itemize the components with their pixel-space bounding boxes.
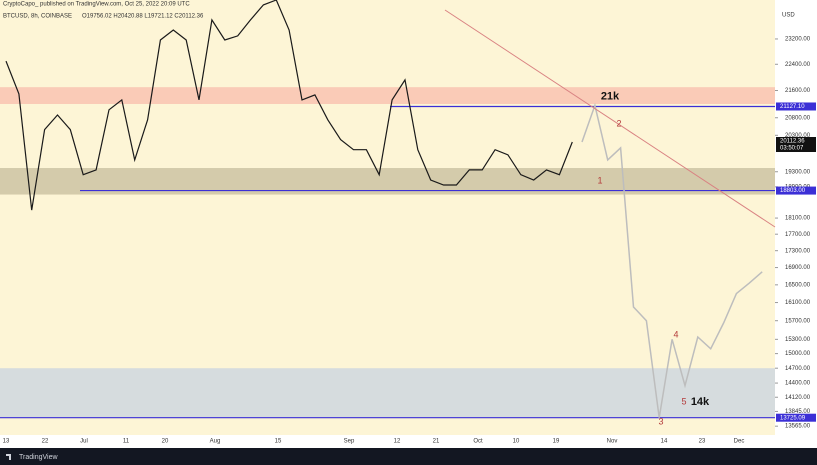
y-tick-label: 16500.00 (785, 282, 811, 288)
annotation: 14k (691, 396, 710, 408)
symbol: BTCUSD, 8h, COINBASE (3, 14, 72, 20)
y-tick-label: 22400.00 (785, 62, 811, 68)
countdown: 03:50:07 (780, 146, 804, 152)
y-tick-label: 13565.00 (785, 424, 811, 430)
x-tick-label: 14 (661, 439, 668, 445)
published: CryptoCapo_ published on TradingView.com… (3, 2, 190, 8)
y-tick-label: 16100.00 (785, 300, 811, 306)
annotation: 5 (681, 396, 686, 406)
price-line (581, 102, 763, 418)
x-tick-label: 15 (275, 439, 282, 445)
footer-bar (0, 448, 817, 465)
y-tick-label: 14120.00 (785, 395, 811, 401)
x-tick-label: Jul (80, 439, 88, 445)
last-price-label: 20112.36 (780, 139, 805, 145)
level-badge (776, 186, 816, 195)
y-tick-label: 15000.00 (785, 351, 811, 357)
level-badge (776, 413, 816, 422)
y-tick-label: 20800.00 (785, 115, 811, 121)
brand: TradingView (19, 454, 58, 461)
x-tick-label: 23 (699, 439, 706, 445)
level-label: 13725.09 (780, 415, 806, 421)
annotation: 1 (597, 175, 602, 185)
x-tick-label: 13 (3, 439, 10, 445)
x-tick-label: 12 (394, 439, 401, 445)
y-tick-label: 16900.00 (785, 265, 811, 271)
price-axis (775, 0, 817, 435)
y-tick-label: 15700.00 (785, 318, 811, 324)
plot (0, 0, 775, 419)
annotation: 21k (601, 91, 620, 103)
y-tick-label: 14400.00 (785, 381, 811, 387)
x-tick-label: Aug (210, 439, 221, 445)
y-tick-label: 23200.00 (785, 37, 811, 43)
x-tick-label: 10 (513, 439, 520, 445)
x-tick-label: 11 (123, 439, 130, 445)
time-axis (0, 435, 817, 448)
x-tick-label: 19 (553, 439, 560, 445)
last-price-badge (776, 137, 816, 153)
y-tick-label: 20300.00 (785, 133, 811, 139)
y-tick-label: 17700.00 (785, 232, 811, 238)
x-tick-label: 20 (162, 439, 169, 445)
y-tick-label: 18100.00 (785, 216, 811, 222)
zone (0, 368, 775, 418)
annotation: 3 (658, 417, 663, 427)
y-tick-label: 21600.00 (785, 88, 811, 94)
level-label: 18803.00 (780, 188, 806, 194)
y-tick-label: 15300.00 (785, 337, 811, 343)
annotation: 4 (673, 330, 678, 340)
y-tick-label: 13845.00 (785, 409, 811, 415)
logo (6, 454, 11, 460)
x-tick-label: Dec (734, 439, 745, 445)
y-tick-label: 19300.00 (785, 169, 811, 175)
y-tick-label: 17300.00 (785, 248, 811, 254)
trend-line (444, 9, 776, 228)
x-tick-label: Oct (473, 439, 483, 445)
price-line (5, 0, 573, 211)
x-tick-label: Sep (344, 439, 355, 445)
zone (0, 87, 775, 105)
level-badge (776, 102, 816, 111)
x-tick-label: 21 (433, 439, 440, 445)
ohlc: O19756.02 H20420.88 L19721.12 C20112.36 (82, 14, 204, 20)
x-tick-label: Nov (607, 439, 618, 445)
annotation: 2 (616, 119, 621, 129)
x-tick-label: 22 (42, 439, 49, 445)
level-label: 21127.10 (780, 104, 805, 110)
y-tick-label: 14700.00 (785, 366, 811, 372)
currency: USD (782, 13, 795, 19)
